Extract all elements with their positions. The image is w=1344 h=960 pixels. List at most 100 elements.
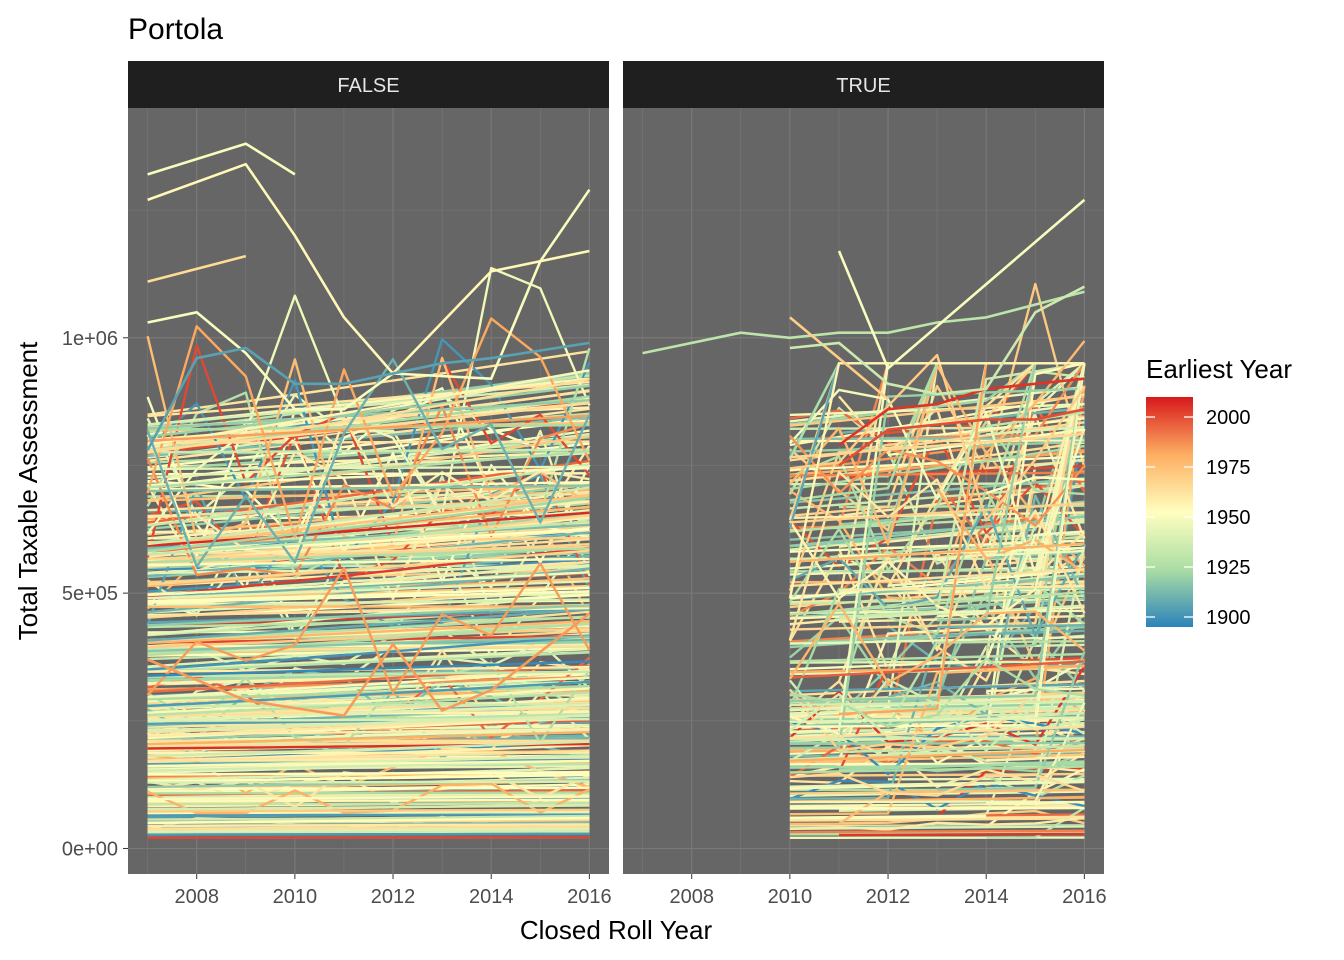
y-axis-label: Total Taxable Assessment: [13, 341, 43, 640]
trajectory-line: [147, 511, 590, 547]
trajectory-line: [986, 815, 1085, 819]
legend-break-label: 1975: [1206, 457, 1251, 479]
trajectory-line: [788, 362, 1085, 599]
trajectory-line: [789, 282, 1086, 532]
trajectory-line: [147, 651, 590, 673]
trajectory-line: [147, 635, 590, 653]
legend-colorbar: [1146, 397, 1193, 627]
trajectory-line: [789, 829, 1085, 834]
trajectory-line: [147, 771, 590, 776]
trajectory-line: [788, 470, 1086, 641]
trajectory-line: [147, 448, 590, 454]
trajectory-line: [147, 414, 590, 442]
trajectory-line: [789, 353, 1086, 522]
strip-false-label: FALSE: [337, 75, 399, 97]
trajectory-line: [789, 444, 1085, 491]
trajectory-line: [789, 388, 1086, 576]
trajectory-line: [789, 660, 1085, 679]
trajectory-line: [147, 836, 590, 839]
trajectory-line: [147, 350, 590, 416]
trajectory-line: [147, 616, 590, 629]
trajectory-line: [789, 652, 1085, 663]
trajectory-line: [789, 432, 1085, 459]
trajectory-line: [147, 571, 590, 597]
trajectory-line: [147, 660, 590, 677]
trajectory-line: [147, 520, 590, 556]
trajectory-line: [789, 779, 1085, 788]
y-tick-label: 0e+00: [62, 838, 118, 860]
trajectory-line: [147, 465, 590, 471]
trajectory-line: [147, 714, 590, 732]
chart-title: Portola: [128, 13, 223, 46]
series-line: [146, 341, 590, 451]
x-tick-label: 2016: [1062, 886, 1107, 908]
legend: Earliest Year 2000 1975 1950 1925 1900: [1146, 354, 1292, 629]
trajectory-line: [147, 795, 590, 801]
series-line: [642, 290, 1085, 355]
trajectory-line: [146, 562, 591, 696]
trajectory-line: [147, 740, 590, 758]
trajectory-line: [789, 546, 1085, 570]
trajectory-line: [147, 731, 590, 746]
trajectory-line: [147, 399, 590, 430]
trajectory-line: [147, 608, 590, 642]
series-line: [838, 408, 1085, 467]
legend-break-label: 1950: [1206, 507, 1251, 529]
trajectory-line: [789, 765, 1085, 774]
trajectory-line: [789, 568, 1085, 588]
trajectory-line: [789, 683, 1085, 693]
trajectory-line: [147, 814, 590, 822]
trajectory-line: [147, 493, 590, 548]
trajectory-line: [147, 808, 590, 813]
series-line: [147, 254, 247, 283]
trajectory-line: [789, 477, 1085, 504]
series-line: [147, 162, 590, 375]
trajectory-line: [147, 547, 590, 564]
x-tick-label: 2014: [964, 886, 1009, 908]
trajectory-line: [986, 800, 1085, 805]
x-tick-label: 2010: [768, 886, 813, 908]
trajectory-line: [986, 425, 1085, 436]
trajectory-line: [147, 804, 590, 811]
trajectory-line: [147, 557, 590, 567]
trajectory-line: [147, 484, 590, 493]
trajectory-line: [147, 780, 590, 784]
x-tick-label: 2016: [567, 886, 612, 908]
trajectory-line: [788, 602, 1086, 684]
strip-true: [623, 61, 1104, 108]
trajectory-line: [789, 716, 1085, 723]
trajectory-line: [147, 786, 590, 790]
trajectory-line: [986, 813, 1085, 817]
trajectory-line: [789, 635, 1085, 645]
trajectory-line: [789, 542, 1085, 563]
trajectory-line: [789, 817, 1085, 822]
trajectory-line: [789, 363, 1086, 631]
trajectory-line: [887, 363, 1086, 587]
legend-break-label: 1925: [1206, 557, 1251, 579]
trajectory-line: [789, 590, 1085, 616]
trajectory-line: [147, 727, 590, 736]
trajectory-line: [838, 744, 1085, 754]
trajectory-line: [789, 363, 1086, 703]
trajectory-line: [147, 604, 590, 627]
trajectory-line: [789, 725, 1085, 740]
trajectory-line: [147, 450, 590, 489]
trajectory-line: [147, 801, 590, 806]
x-tick-label: 2012: [371, 886, 416, 908]
trajectory-line: [147, 523, 590, 550]
legend-break-label: 1900: [1206, 607, 1251, 629]
trajectory-line: [789, 515, 1085, 547]
trajectory-line: [147, 750, 590, 763]
trajectory-line: [147, 687, 590, 714]
trajectory-line: [147, 759, 590, 768]
trajectory-line: [147, 798, 590, 803]
trajectory-line: [147, 545, 590, 560]
x-tick-label: 2010: [273, 886, 318, 908]
x-tick-label: 2008: [174, 886, 219, 908]
trajectory-line: [147, 496, 590, 553]
trajectory-line: [147, 832, 590, 836]
panel-true-lines: [642, 198, 1086, 839]
trajectory-line: [937, 624, 1085, 629]
trajectory-line: [147, 580, 590, 600]
series-line: [147, 188, 591, 411]
